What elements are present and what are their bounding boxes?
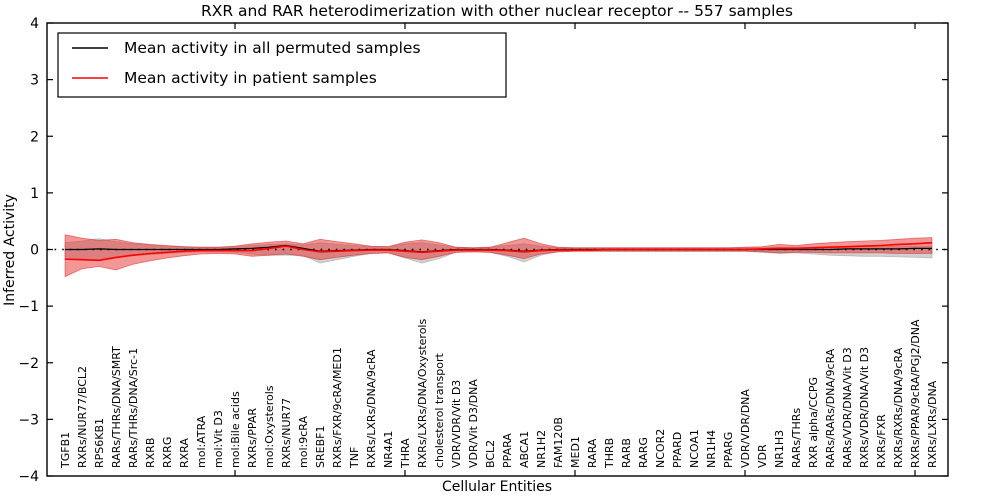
- x-tick-label: TGFB1: [59, 432, 72, 469]
- x-tick-label: TNF: [348, 447, 361, 469]
- legend-label-permuted: Mean activity in all permuted samples: [124, 39, 421, 57]
- x-tick-label: RXRs/PPAR: [246, 408, 259, 468]
- x-axis-label: Cellular Entities: [442, 479, 552, 495]
- x-tick-label: BCL2: [484, 440, 497, 468]
- x-tick-label: PPARG: [722, 432, 735, 468]
- x-tick-label: RXRG: [161, 437, 174, 468]
- x-tick-label: RXR alpha/CCPG: [807, 377, 820, 468]
- y-tick-label: 3: [30, 73, 39, 89]
- x-tick-label: RXRs/NUR77/BCL2: [76, 366, 89, 468]
- x-tick-label: RXRs/LXRs/DNA: [926, 380, 939, 468]
- x-tick-label: mol:Bile acids: [229, 391, 242, 468]
- x-tick-label: RARB: [620, 438, 633, 468]
- x-tick-label: mol:9cRA: [297, 416, 310, 468]
- x-tick-label: RXRs/LXRs/DNA/9cRA: [365, 349, 378, 468]
- x-tick-label: RXRs/FXR: [875, 414, 888, 468]
- y-tick-label: 2: [30, 129, 39, 145]
- plot-series-layer: 4 3 2 1 0 −1 −2 −3 −4 TGFB1 RXRs/NUR77/BCL2 RPS6KB1…: [18, 16, 948, 485]
- x-tick-label: VDR: [756, 444, 769, 468]
- x-tick-label: RXRs/FXR/9cRA/MED1: [331, 347, 344, 468]
- x-tick-label: mol:ATRA: [195, 415, 208, 468]
- x-tick-label: mol:Vit D3: [212, 410, 225, 468]
- y-tick-label: 0: [30, 243, 39, 259]
- x-tick-label: NCOA1: [688, 429, 701, 468]
- legend: Mean activity in all permuted samples Me…: [57, 32, 507, 98]
- x-tick-label: RPS6KB1: [93, 418, 106, 468]
- x-tick-label: NCOR2: [654, 429, 667, 468]
- x-tick-label: RARs/THRs/DNA/Src-1: [127, 348, 140, 468]
- x-tick-label: NR1H3: [773, 430, 786, 468]
- x-tick-label: PPARD: [671, 432, 684, 468]
- y-tick-label: −1: [18, 299, 39, 315]
- x-tick-label: RARs/THRs: [790, 408, 803, 468]
- x-tick-label: NR1H4: [705, 430, 718, 468]
- x-tick-label: MED1: [569, 436, 582, 468]
- y-axis-label: Inferred Activity: [2, 194, 18, 306]
- x-tick-label: VDR/Vit D3/DNA: [467, 379, 480, 468]
- patient-mean-line: [64, 241, 933, 262]
- x-tick-label: FAM120B: [552, 417, 565, 468]
- x-tick-label: VDR/VDR/DNA: [739, 389, 752, 468]
- x-tick-label: RXRs/VDR/DNA/Vit D3: [858, 347, 871, 468]
- x-tick-label: RARA: [586, 438, 599, 468]
- y-tick-label: −2: [18, 356, 39, 372]
- x-tick-label: RXRs/LXRs/DNA/Oxysterols: [416, 319, 429, 468]
- x-tick-label: RXRA: [178, 438, 191, 468]
- x-tick-label: RXRs/RXRs/DNA/9cRA: [892, 347, 905, 468]
- x-tick-label: RARs/THRs/DNA/SMRT: [110, 346, 123, 468]
- x-tick-label: THRB: [603, 438, 616, 469]
- chart-title: RXR and RAR heterodimerization with othe…: [201, 2, 793, 20]
- x-tick-label: NR1H2: [535, 430, 548, 468]
- band-patient: [64, 234, 933, 278]
- x-tick-label: RXRs/PPAR/9cRA/PGJ2/DNA: [909, 319, 922, 468]
- x-tick-label: SREBF1: [314, 426, 327, 468]
- x-tick-label: RARs/VDR/DNA/Vit D3: [841, 347, 854, 468]
- x-tick-label: ABCA1: [518, 431, 531, 468]
- x-tick-label: NR4A1: [382, 431, 395, 468]
- x-tick-label: RARs/RARs/DNA/9cRA: [824, 348, 837, 468]
- y-tick-label: −4: [18, 469, 39, 485]
- x-tick-label: RXRB: [144, 438, 157, 468]
- x-tick-label: cholesterol transport: [433, 353, 446, 468]
- x-tick-label: mol:Oxysterols: [263, 385, 276, 468]
- y-tick-label: 4: [30, 16, 39, 32]
- x-tick-label: RARG: [637, 437, 650, 468]
- plot-border: [46, 22, 949, 477]
- x-tick-label: THRA: [399, 438, 412, 469]
- y-tick-label: −3: [18, 412, 39, 428]
- legend-label-patient: Mean activity in patient samples: [124, 69, 377, 87]
- x-tick-label: RXRs/NUR77: [280, 398, 293, 468]
- x-tick-label: VDR/VDR/Vit D3: [450, 380, 463, 468]
- x-tick-label: PPARA: [501, 433, 514, 468]
- legend-box: [57, 32, 507, 98]
- y-tick-label: 1: [30, 186, 39, 202]
